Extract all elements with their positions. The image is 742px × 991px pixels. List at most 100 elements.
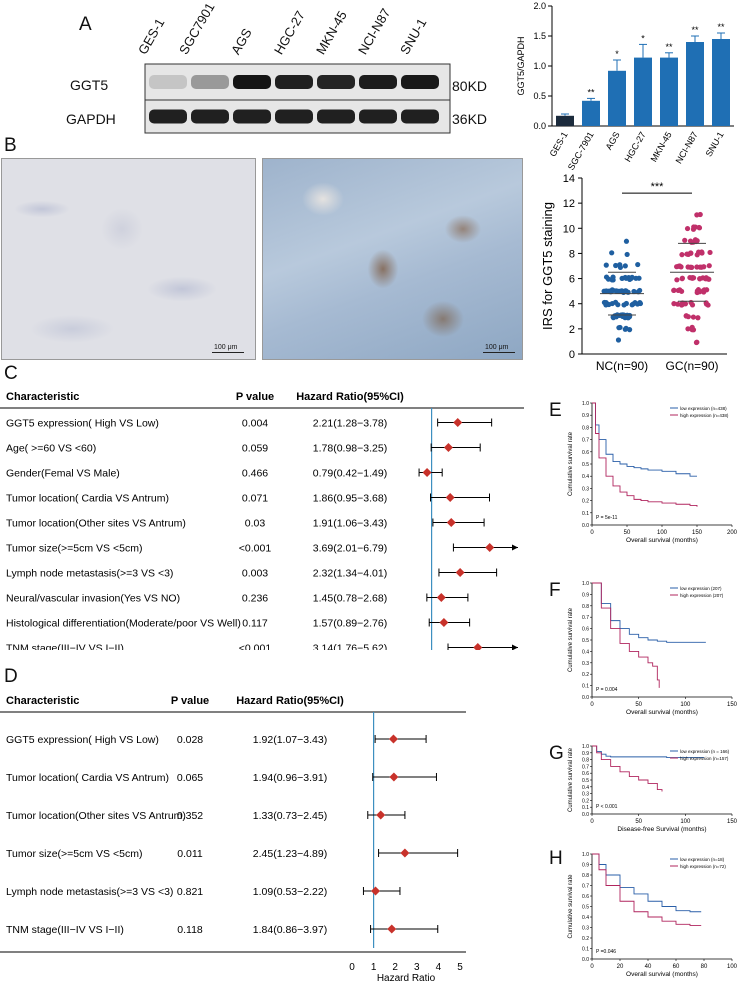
significance-label: * [615,49,619,59]
bar [556,115,574,126]
data-point [635,261,641,268]
y-tick-label: 0.9 [582,863,589,869]
y-tick-label: 0.4 [582,474,589,480]
y-tick-label: 2 [569,324,575,336]
data-point [623,325,629,331]
y-tick-label: 0.6 [582,450,589,456]
data-point [703,301,710,307]
y-tick-label: 0.9 [582,413,589,419]
legend-label: high expression (n=438) [680,413,729,418]
data-point [631,288,637,295]
blot-band [233,109,271,124]
hr-marker [388,734,398,744]
y-tick-label: 0.2 [582,936,589,942]
data-point [685,314,691,320]
x-tick-label: 40 [645,964,652,970]
data-point [671,287,677,294]
x-tick-label: 50 [635,819,642,825]
row-characteristic: GGT5 expression( High VS Low) [6,418,159,430]
legend-label: high expression (n=157) [680,756,729,761]
x-tick-label: 4 [436,962,442,973]
data-point [675,263,682,269]
km-curve-h: 0.0 0.1 0.2 0.3 0.4 0.5 0.6 0.7 0.8 0.9 1.0 0 20 40 60… [568,852,738,978]
row-hr: 1.92(1.07−3.43) [253,734,327,746]
bar [686,42,704,126]
y-tick-label: 0.2 [582,672,589,678]
data-point [623,238,630,244]
data-point [707,249,713,256]
y-tick-label: 10 [563,223,575,235]
data-point [685,326,691,332]
p-value: P =0.046 [596,949,616,955]
bar [660,57,678,126]
data-point [603,288,610,294]
row-hr: 1.45(0.78−2.68) [313,593,387,605]
data-point [603,262,609,268]
hr-marker [376,810,386,820]
y-tick-label: 0.5 [582,778,589,784]
significance-label: *** [651,181,665,193]
x-tick-label: MKN-45 [649,130,674,164]
row-pvalue: 0.059 [242,443,268,455]
scale-bar-label: 100 μm [214,344,238,351]
blot-band [401,75,439,89]
data-point [694,288,700,294]
column-header-characteristic: Characteristic [6,695,79,707]
hr-marker [400,848,410,858]
row-hr: 1.94(0.96−3.91) [253,772,327,784]
y-tick-label: 0.5 [533,91,546,101]
y-tick-label: 0.3 [582,926,589,932]
data-point [608,289,614,295]
p-value: P = 0.004 [596,687,618,693]
row-pvalue: <0.001 [239,643,272,651]
x-tick-label: NCI-N87 [674,130,700,165]
data-point [633,275,639,281]
data-point [698,264,705,270]
row-characteristic: Tumor location(Other sites VS Antrum) [6,810,186,822]
y-tick-label: 0.4 [582,915,589,921]
y-axis-label: Cumulative survival rate [568,607,574,672]
data-point [623,300,629,307]
row-hr: 2.32(1.34−4.01) [313,568,387,580]
y-tick-label: 0.6 [582,771,589,777]
panel-label-e: E [549,400,562,421]
row-pvalue: 0.821 [177,886,203,898]
y-tick-label: 0.8 [582,604,589,610]
data-point [695,315,701,321]
data-point [688,250,694,256]
hr-marker [485,543,495,552]
x-tick-label: 50 [635,702,642,708]
row-hr: 1.09(0.53−2.22) [253,886,327,898]
x-tick-label: HGC-27 [623,130,648,164]
legend-label: high expression (n=72) [680,864,726,869]
column-header-hr: Hazard Ratio(95%CI) [236,695,344,707]
km-curve-g: 0.00.10.20.30.40.50.60.70.80.91.0 0 50 100 1… [568,744,738,833]
survival-curve [592,745,704,759]
row-characteristic: Tumor location(Other sites VS Antrum) [6,518,186,530]
data-point [675,301,681,307]
hr-marker [473,643,483,650]
row-pvalue: <0.001 [239,543,272,555]
panel-label-h: H [549,848,563,869]
blot-band [359,75,397,89]
x-tick-label: 80 [701,964,708,970]
ihc-image-tumor: 100 μm [262,158,523,360]
data-point [623,275,629,281]
row-characteristic: Tumor size(>=5cm VS <5cm) [6,848,142,860]
hr-marker [443,443,453,452]
y-tick-label: 0.1 [582,805,589,811]
hr-marker [446,518,456,527]
x-tick-label: GC(n=90) [665,359,718,373]
data-point [682,237,688,243]
y-tick-label: 0.0 [533,121,546,131]
row-pvalue: 0.236 [242,593,268,605]
data-point [689,302,696,308]
row-pvalue: 0.03 [245,518,266,530]
x-tick-label: 2 [392,962,398,973]
y-tick-label: 0.7 [582,438,589,444]
row-characteristic: TNM stage(III−IV VS I−II) [6,643,124,651]
row-hr: 1.57(0.89−2.76) [313,618,387,630]
significance-label: ** [665,42,673,52]
x-tick-label: 60 [673,964,680,970]
x-axis-label: Disease-free Survival (months) [617,826,706,833]
